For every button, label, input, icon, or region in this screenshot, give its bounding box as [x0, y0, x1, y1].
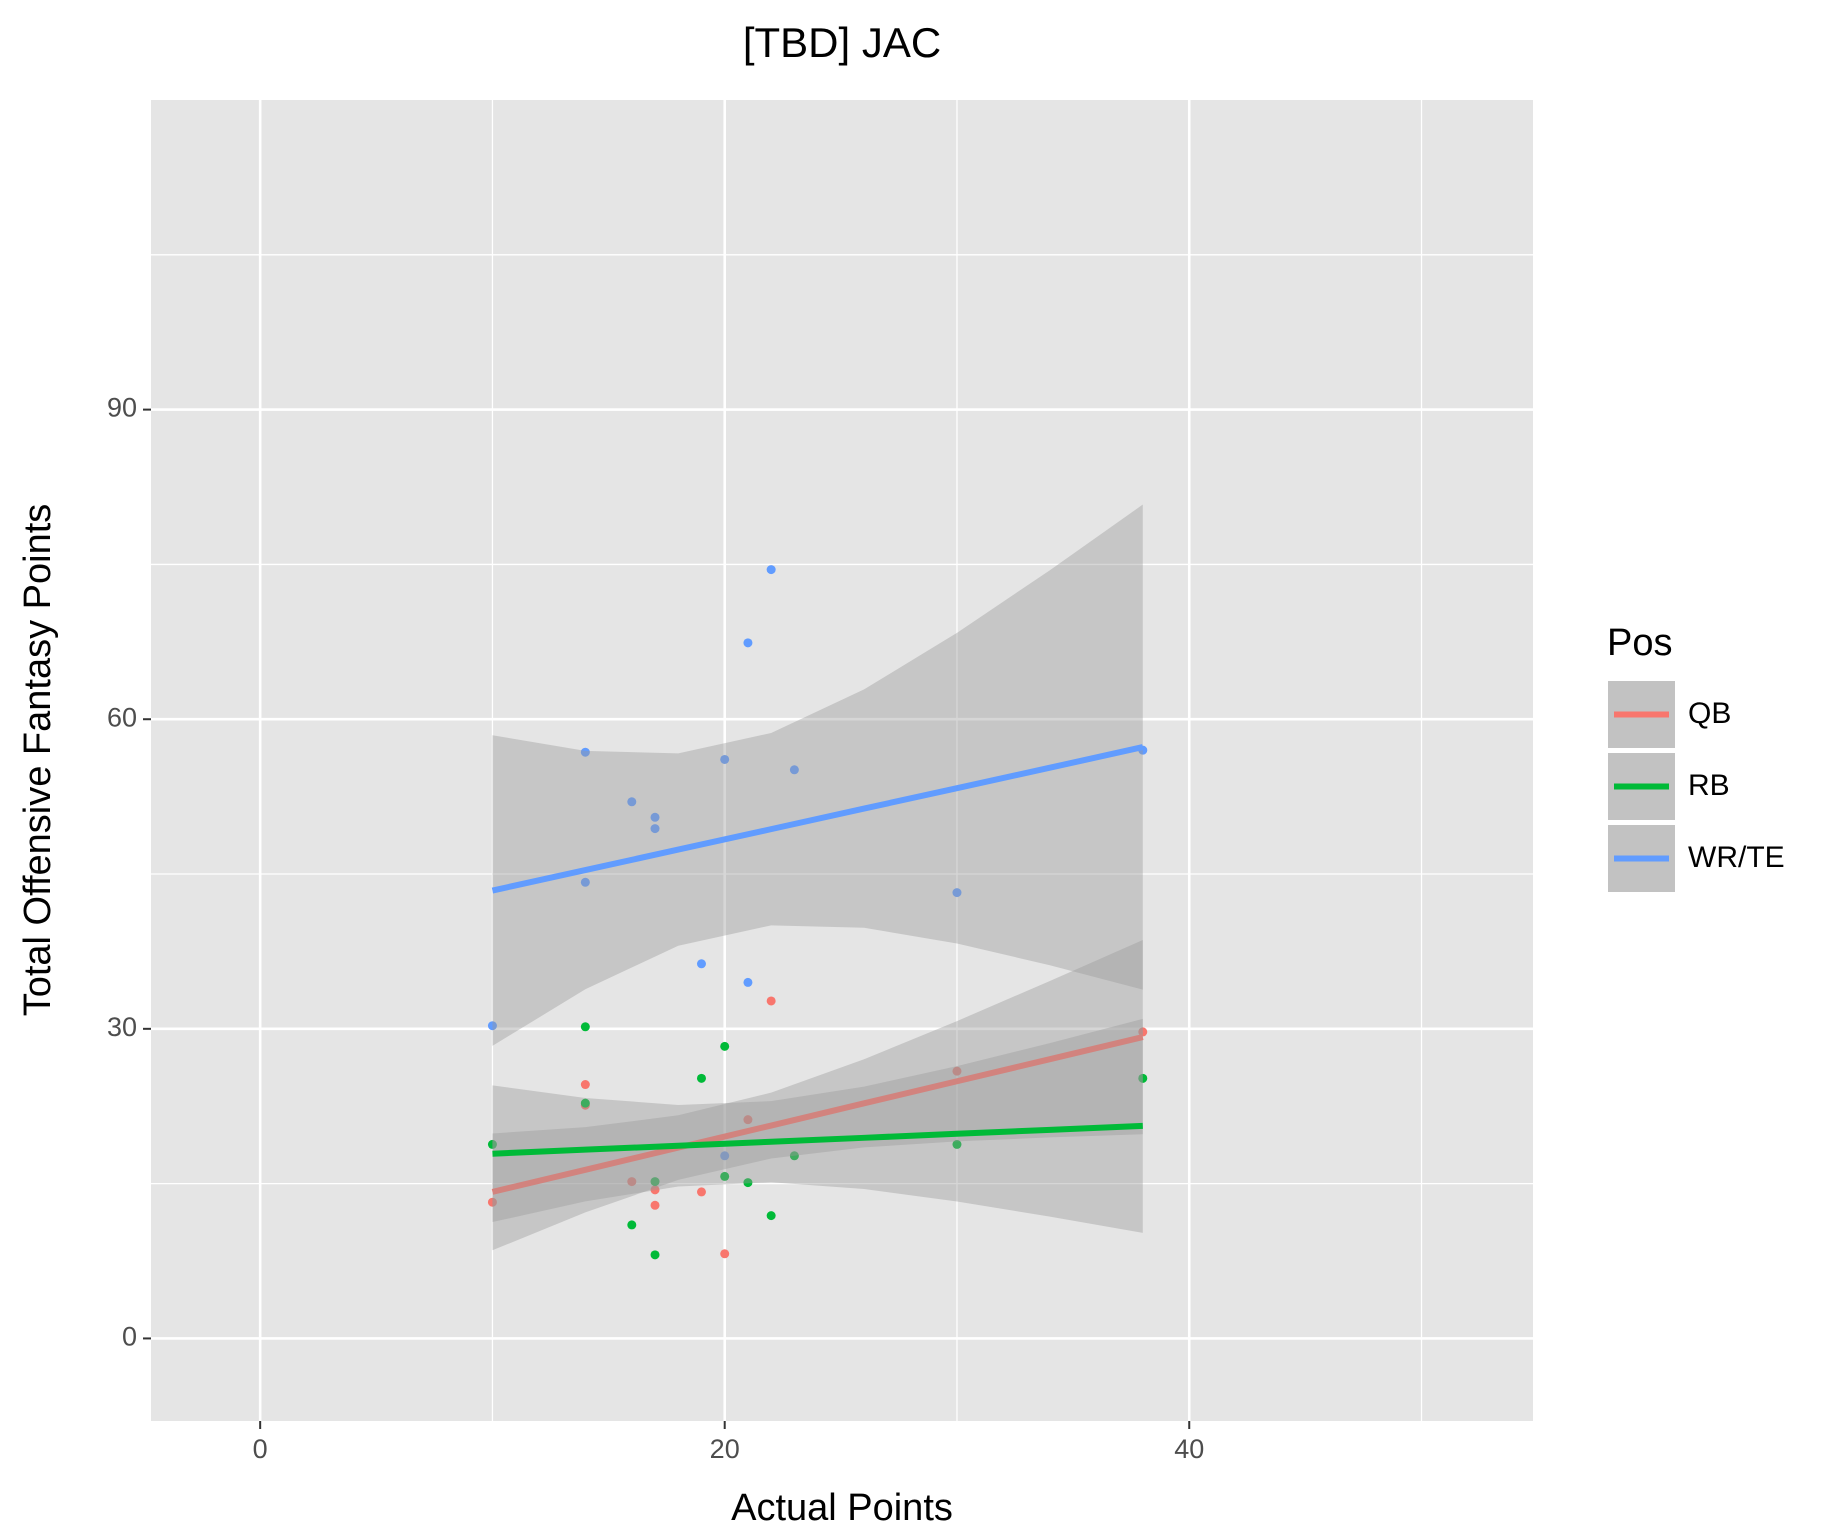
trend-line [492, 1122, 1143, 1157]
point [1138, 1027, 1148, 1037]
point [789, 765, 799, 775]
point [952, 888, 962, 898]
point [743, 977, 753, 987]
plot-background [151, 100, 1533, 1421]
point [766, 1211, 776, 1221]
point [627, 1220, 637, 1230]
chart-title: [TBD] JAC [743, 19, 941, 66]
point [743, 1178, 753, 1188]
x-axis-label: Actual Points [731, 1487, 953, 1529]
y-tick-label: 30 [107, 1012, 137, 1042]
point [650, 824, 660, 834]
y-tick-label: 90 [107, 393, 137, 423]
point [487, 1139, 497, 1149]
legend-label: WR/TE [1688, 841, 1785, 874]
legend-label: QB [1688, 697, 1731, 730]
confidence-band [492, 504, 1143, 1046]
point [650, 1185, 660, 1195]
legend-label: RB [1688, 769, 1730, 802]
x-tick-label: 40 [1174, 1434, 1204, 1464]
point [580, 1080, 590, 1090]
y-tick-label: 60 [107, 702, 137, 732]
point [1138, 1073, 1148, 1083]
point [696, 1187, 706, 1197]
point [696, 1073, 706, 1083]
point [650, 1177, 660, 1187]
point [720, 754, 730, 764]
point [580, 877, 590, 887]
point [580, 747, 590, 757]
x-tick-label: 20 [710, 1434, 740, 1464]
y-axis-label: Total Offensive Fantasy Points [17, 504, 59, 1017]
legend-title: Pos [1607, 622, 1672, 664]
confidence-band [492, 1018, 1143, 1233]
point [487, 1021, 497, 1031]
trend-line [491, 744, 1144, 894]
point [952, 1139, 962, 1149]
point [627, 1177, 637, 1187]
point [720, 1171, 730, 1181]
point [580, 1098, 590, 1108]
point [720, 1041, 730, 1051]
x-tick-label: 0 [253, 1434, 268, 1464]
point [650, 812, 660, 822]
point [766, 996, 776, 1006]
point [743, 1115, 753, 1125]
point [720, 1249, 730, 1259]
point [580, 1022, 590, 1032]
point [487, 1197, 497, 1207]
point [952, 1066, 962, 1076]
trend-line [491, 1034, 1144, 1195]
point [766, 565, 776, 575]
point [650, 1250, 660, 1260]
point [696, 959, 706, 969]
y-tick-label: 0 [122, 1322, 137, 1352]
point [743, 638, 753, 648]
point [720, 1151, 730, 1161]
confidence-band [492, 939, 1143, 1251]
point [627, 797, 637, 807]
point [789, 1151, 799, 1161]
point [650, 1200, 660, 1210]
